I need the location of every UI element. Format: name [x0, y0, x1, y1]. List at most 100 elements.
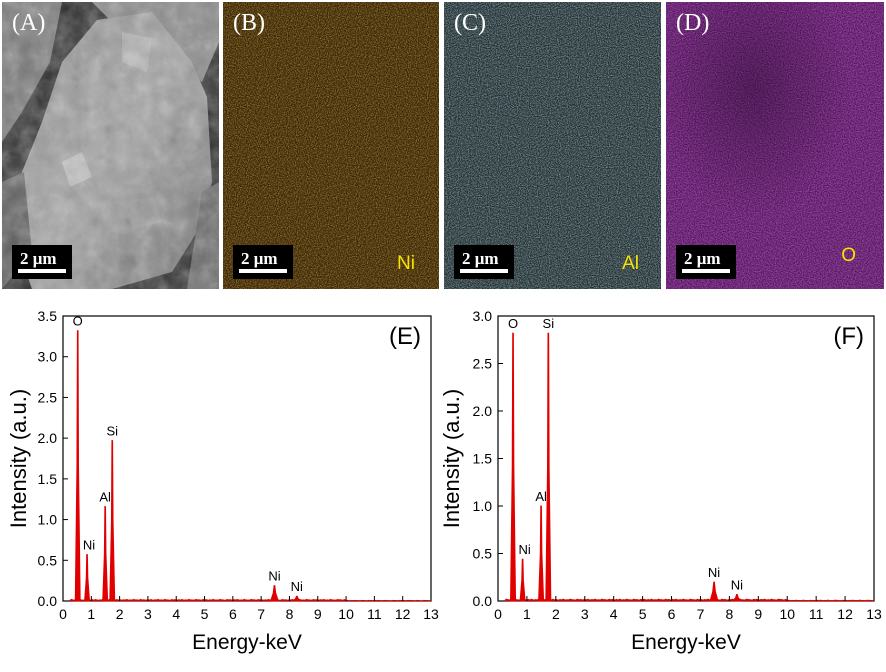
- ni-map-image: [223, 2, 439, 289]
- x-tick-label: 13: [423, 606, 439, 622]
- spectrum-peak-ni: [732, 593, 742, 602]
- y-tick-label: 1.5: [38, 471, 58, 487]
- y-tick-label: 3.0: [473, 308, 493, 324]
- x-axis-label: Energy-keV: [631, 631, 741, 654]
- x-tick-label: 5: [639, 606, 647, 622]
- x-tick-label: 6: [668, 606, 676, 622]
- x-tick-label: 13: [866, 606, 882, 622]
- al-map-panel: (C) 2 μm Al: [444, 2, 661, 289]
- scale-bar-line: [460, 269, 508, 273]
- x-tick-label: 11: [809, 606, 824, 622]
- spectrum-baseline: [69, 598, 432, 602]
- y-axis-label: Intensity (a.u.): [6, 389, 31, 528]
- x-tick-label: 0: [59, 606, 67, 622]
- x-tick-label: 2: [116, 606, 124, 622]
- o-map-panel: (D) 2 μm O: [666, 2, 884, 289]
- y-tick-label: 2.5: [38, 389, 58, 405]
- x-tick-label: 7: [257, 606, 265, 622]
- spectrum-peak-o: [74, 330, 81, 602]
- panel-label-a: (A): [12, 10, 46, 36]
- y-tick-label: 0.0: [38, 593, 58, 609]
- y-tick-label: 2.0: [38, 430, 58, 446]
- x-tick-label: 11: [367, 606, 382, 622]
- x-tick-label: 12: [837, 606, 853, 622]
- x-tick-label: 3: [581, 606, 589, 622]
- spectrum-peak-o: [510, 332, 517, 602]
- peak-label: Ni: [83, 538, 95, 553]
- spectrum-baseline: [504, 598, 875, 602]
- spectrum-peak-ni: [519, 558, 526, 602]
- peak-label: Al: [535, 489, 547, 504]
- scale-bar-a: 2 μm: [12, 245, 72, 279]
- y-tick-label: 3.5: [38, 308, 58, 324]
- scale-bar-label: 2 μm: [684, 249, 721, 268]
- x-tick-label: 8: [286, 606, 294, 622]
- peak-label: O: [73, 314, 83, 329]
- eds-spectrum-f: O Ni Al Si Ni Ni 0 1 2 3 4 5 6 7 8 9 10 11 12 13 0.0 0.5 1.0 1.…: [439, 296, 886, 667]
- panel-label: (F): [833, 323, 864, 350]
- peak-label: Si: [106, 424, 118, 439]
- spectrum-peak-al: [538, 505, 545, 602]
- x-tick-label: 4: [610, 606, 618, 622]
- element-label-o: O: [841, 245, 856, 266]
- scale-bar-label: 2 μm: [20, 249, 57, 268]
- al-map-image: [444, 2, 661, 289]
- panel-label-c: (C): [454, 10, 486, 36]
- peak-label: Ni: [708, 565, 720, 580]
- panel-label-d: (D): [676, 10, 710, 36]
- plot-frame: [62, 315, 432, 602]
- y-tick-label: 2.0: [473, 403, 493, 419]
- ni-map-panel: (B) 2 μm Ni: [223, 2, 439, 289]
- x-tick-label: 9: [314, 606, 322, 622]
- y-tick-label: 3.0: [38, 349, 58, 365]
- eds-spectrum-e: O Ni Al Si Ni Ni 0 1 2 3 4 5 6 7 8 9 10 11 12 13 0.0 0.5 1.0 1.…: [0, 296, 443, 667]
- x-tick-label: 6: [229, 606, 237, 622]
- peak-label: Al: [99, 490, 111, 505]
- scale-bar-line: [239, 269, 287, 273]
- x-tick-label: 5: [201, 606, 209, 622]
- scale-bar-b: 2 μm: [233, 245, 293, 279]
- x-tick-label: 8: [725, 606, 733, 622]
- scale-bar-d: 2 μm: [676, 245, 736, 279]
- y-axis-label: Intensity (a.u.): [443, 389, 464, 528]
- x-tick-label: 2: [552, 606, 560, 622]
- plot-frame: [497, 315, 875, 602]
- peak-label: Ni: [268, 569, 280, 584]
- y-tick-label: 2.5: [473, 356, 493, 372]
- y-tick-label: 1.0: [473, 498, 493, 514]
- y-tick-label: 0.5: [38, 552, 58, 568]
- spectrum-peak-si: [109, 440, 116, 602]
- scale-bar-line: [682, 269, 730, 273]
- scale-bar-c: 2 μm: [454, 245, 514, 279]
- x-tick-label: 7: [697, 606, 705, 622]
- x-axis-label: Energy-keV: [192, 631, 302, 654]
- x-tick-label: 10: [338, 606, 354, 622]
- element-label-ni: Ni: [397, 253, 415, 274]
- peak-label: O: [508, 316, 518, 331]
- sem-image-panel: (A) 2 μm: [2, 2, 219, 289]
- scale-bar-label: 2 μm: [462, 249, 499, 268]
- panel-label-b: (B): [233, 10, 265, 36]
- spectrum-peak-ni: [269, 585, 279, 602]
- y-tick-label: 1.0: [38, 512, 58, 528]
- x-tick-label: 0: [494, 606, 502, 622]
- peak-label: Ni: [291, 579, 303, 594]
- spectrum-peak-al: [102, 506, 109, 602]
- spectrum-peak-ni: [84, 554, 91, 602]
- y-tick-label: 0.5: [473, 546, 493, 562]
- spectrum-peak-si: [545, 332, 552, 602]
- x-tick-label: 4: [172, 606, 180, 622]
- y-tick-label: 1.5: [473, 451, 493, 467]
- peak-label: Si: [543, 316, 555, 331]
- x-tick-label: 12: [395, 606, 411, 622]
- peak-label: Ni: [731, 577, 743, 592]
- o-map-image: [666, 2, 884, 289]
- scale-bar-line: [18, 269, 66, 273]
- spectrum-peak-ni: [709, 581, 719, 602]
- peak-label: Ni: [518, 542, 530, 557]
- x-tick-label: 10: [779, 606, 795, 622]
- scale-bar-label: 2 μm: [241, 249, 278, 268]
- x-tick-label: 9: [754, 606, 762, 622]
